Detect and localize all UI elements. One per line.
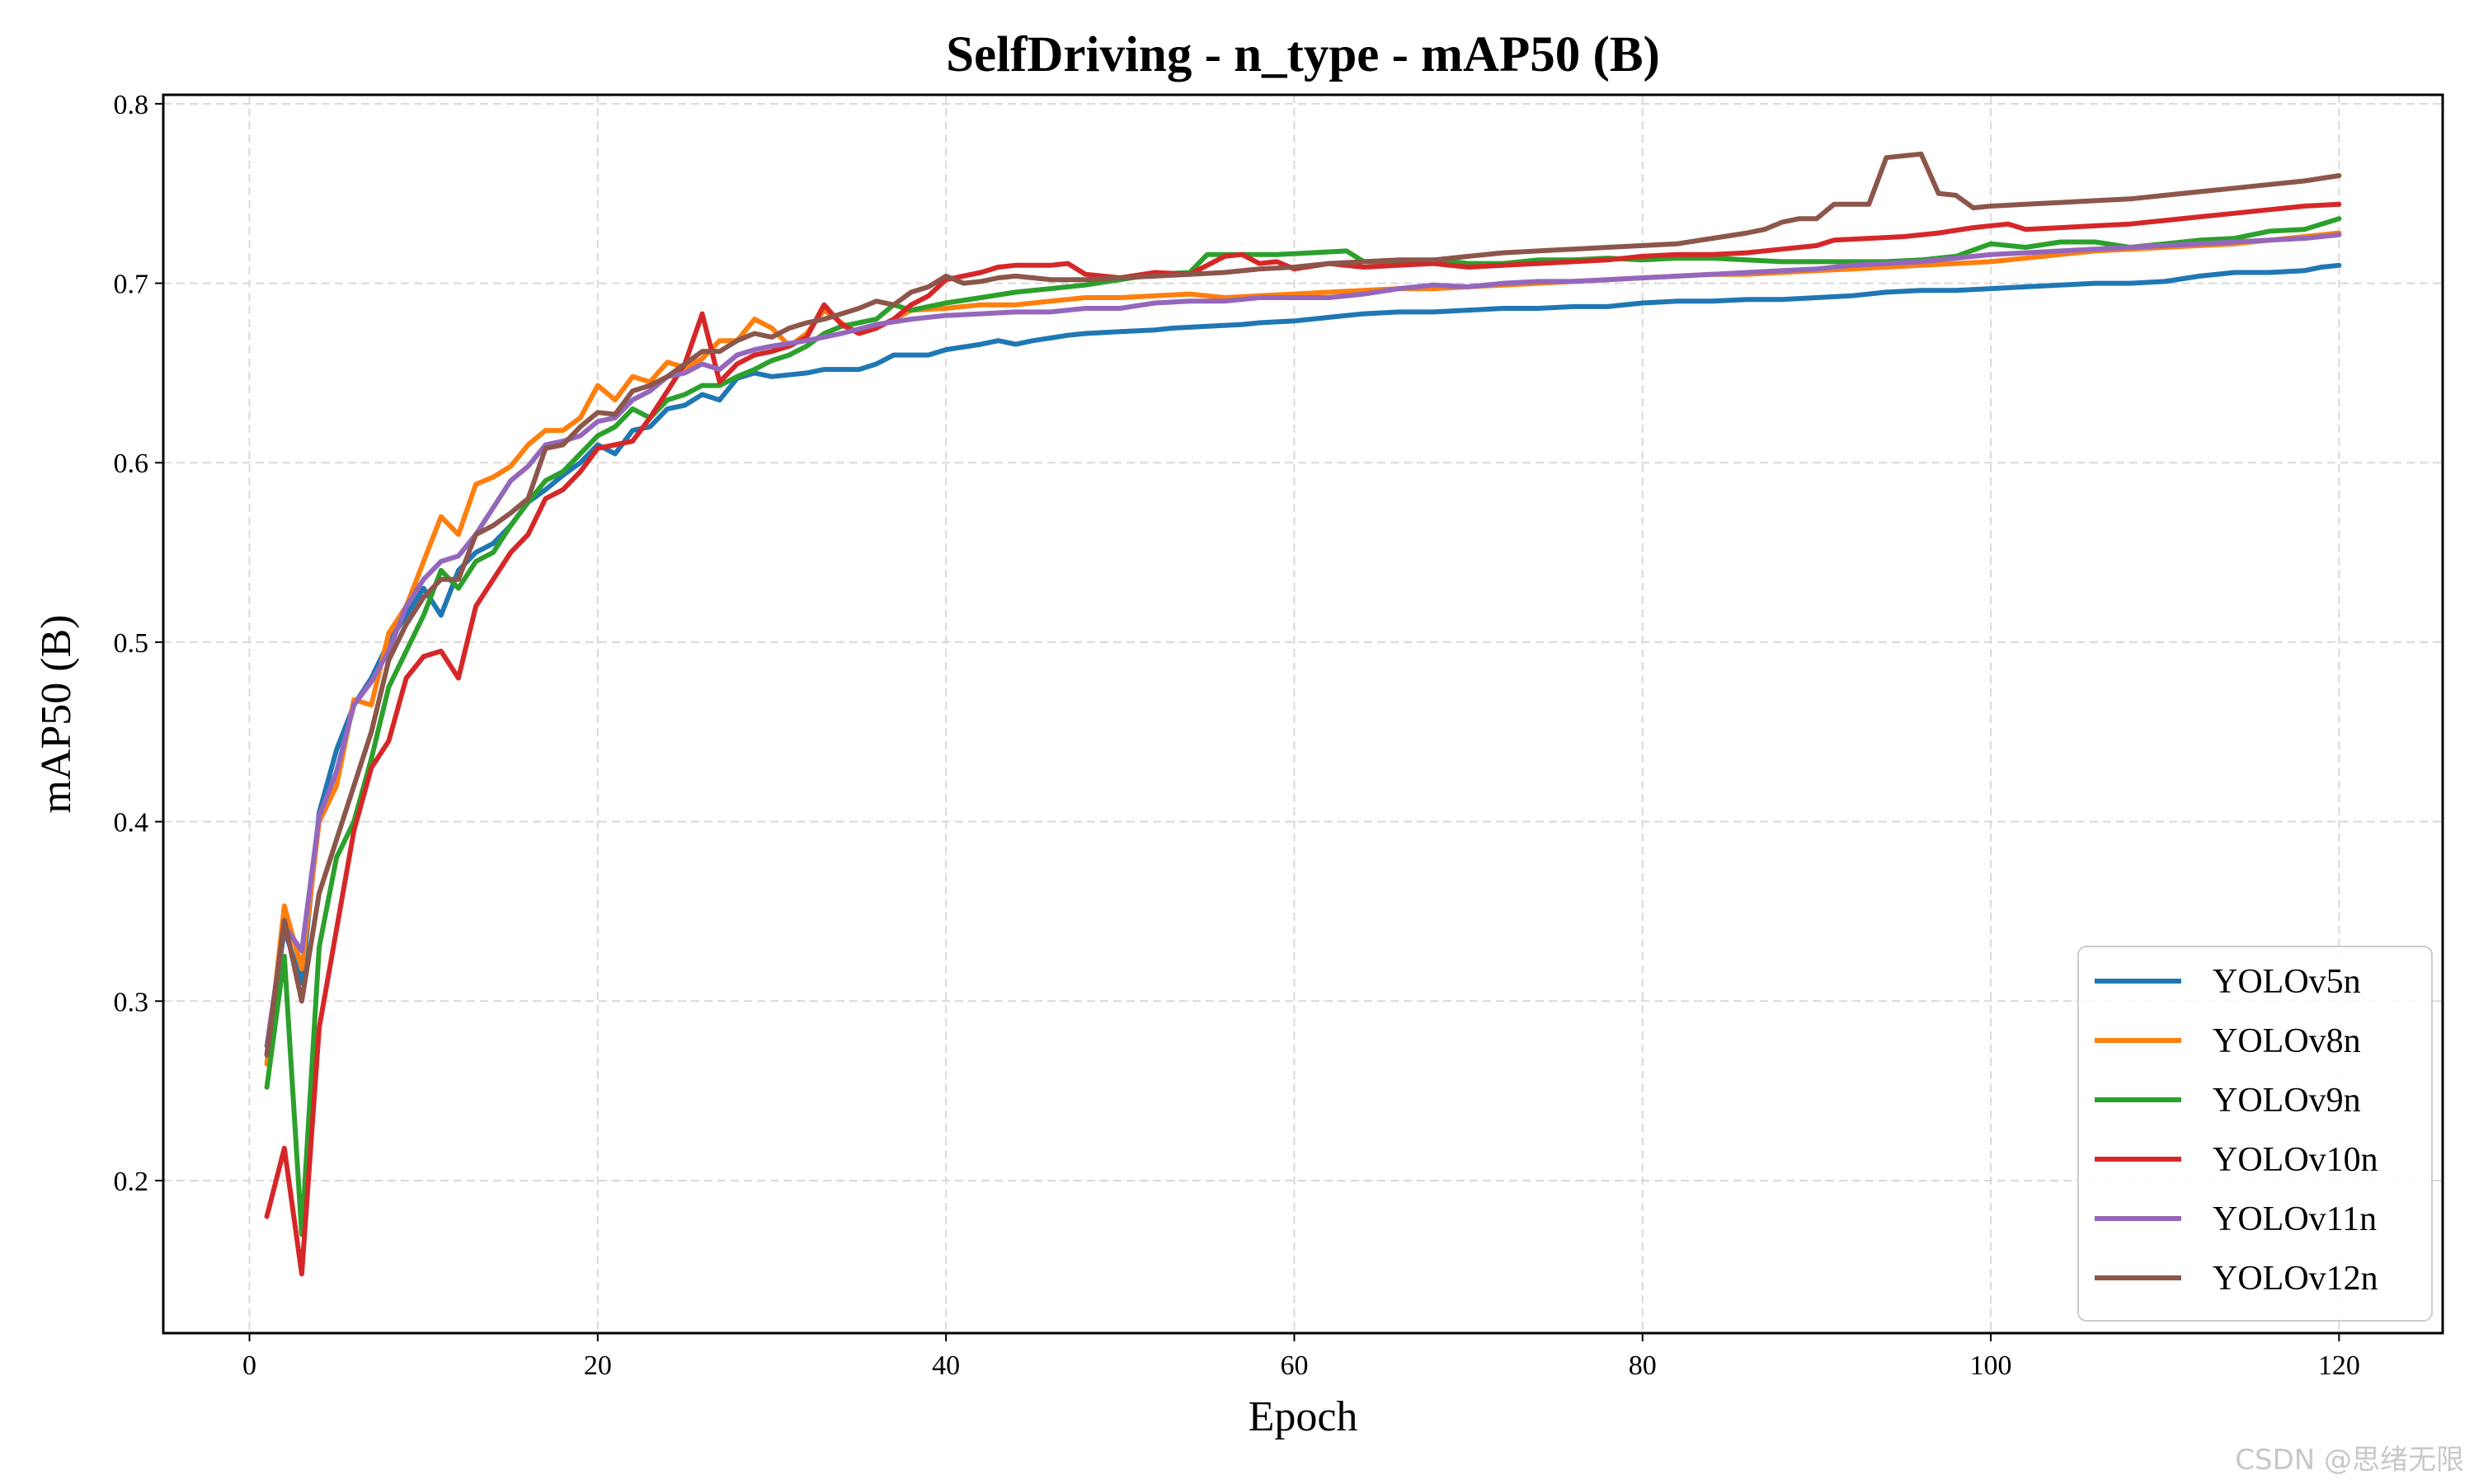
x-tick-label: 60 [1280,1350,1308,1381]
x-tick-label: 80 [1629,1350,1657,1381]
x-tick-label: 100 [1970,1350,2012,1381]
y-tick-label: 0.6 [114,448,149,479]
x-tick-label: 40 [932,1350,960,1381]
y-tick-label: 0.2 [114,1167,149,1197]
series-line-yolov8n [264,230,2342,1067]
y-axis: 0.2 0.3 0.4 0.5 0.6 0.7 0.8 [114,90,163,1197]
y-tick-label: 0.8 [114,90,149,120]
x-axis: 0 20 40 60 80 100 120 [242,1333,2360,1381]
x-axis-label: Epoch [1249,1393,1358,1440]
watermark: CSDN @思绪无限 [2235,1444,2464,1477]
plot-frame [162,93,2444,1335]
legend-label-yolov12n: YOLOv12n [2213,1260,2378,1298]
y-axis-label: mAP50 (B) [33,614,80,813]
series-line-yolov5n [264,262,2342,1058]
legend: YOLOv5n YOLOv8n YOLOv9n YOLOv10n YOLOv11n YOL… [2077,946,2433,1322]
legend-label-yolov10n: YOLOv10n [2213,1141,2378,1179]
x-tick-label: 120 [2318,1350,2360,1381]
series-line-yolov10n [264,201,2342,1277]
x-tick-label: 0 [242,1350,256,1381]
legend-label-yolov8n: YOLOv8n [2213,1022,2361,1060]
x-tick-label: 20 [584,1350,612,1381]
y-tick-label: 0.3 [114,987,149,1017]
legend-label-yolov11n: YOLOv11n [2213,1200,2377,1238]
y-tick-label: 0.7 [114,270,149,300]
series-lines [264,151,2342,1277]
series-line-yolov12n [264,151,2342,1058]
series-line-yolov11n [264,232,2342,1049]
y-tick-label: 0.4 [114,808,149,838]
legend-label-yolov9n: YOLOv9n [2213,1082,2361,1120]
legend-label-yolov5n: YOLOv5n [2213,963,2361,1001]
chart-title: SelfDriving - n_type - mAP50 (B) [946,27,1660,82]
y-tick-label: 0.5 [114,628,149,659]
